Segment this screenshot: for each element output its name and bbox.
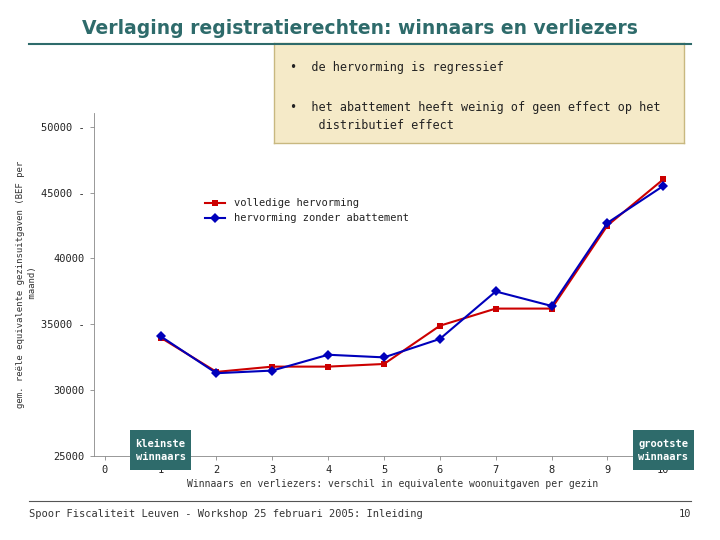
hervorming zonder abattement (268, 367, 276, 374)
Text: grootste
winnaars: grootste winnaars (638, 438, 688, 462)
Text: kleinste
winnaars: kleinste winnaars (135, 438, 186, 462)
volledige hervorming (212, 369, 221, 375)
hervorming zonder abattement (492, 288, 500, 295)
X-axis label: Winnaars en verliezers: verschil in equivalente woonuitgaven per gezin: Winnaars en verliezers: verschil in equi… (186, 479, 598, 489)
Text: Verlaging registratierechten: winnaars en verliezers: Verlaging registratierechten: winnaars e… (82, 19, 638, 38)
volledige hervorming (156, 334, 165, 341)
hervorming zonder abattement (156, 333, 165, 340)
volledige hervorming (603, 222, 612, 229)
hervorming zonder abattement (436, 336, 444, 342)
Text: Spoor Fiscaliteit Leuven - Workshop 25 februari 2005: Inleiding: Spoor Fiscaliteit Leuven - Workshop 25 f… (29, 509, 423, 519)
Text: •  het abattement heeft weinig of geen effect op het
    distributief effect: • het abattement heeft weinig of geen ef… (290, 101, 660, 132)
hervorming zonder abattement (603, 220, 612, 226)
volledige hervorming (379, 361, 388, 367)
hervorming zonder abattement (212, 370, 221, 376)
volledige hervorming (492, 305, 500, 312)
Line: hervorming zonder abattement: hervorming zonder abattement (157, 183, 667, 377)
Y-axis label: gem. reële equivalente gezinsuitgaven (BEF per
 maand): gem. reële equivalente gezinsuitgaven (B… (16, 161, 37, 408)
volledige hervorming (324, 363, 333, 370)
volledige hervorming (436, 322, 444, 329)
Text: 10: 10 (679, 509, 691, 519)
Line: volledige hervorming: volledige hervorming (157, 176, 667, 375)
volledige hervorming (268, 363, 276, 370)
Text: •  de hervorming is regressief: • de hervorming is regressief (290, 61, 504, 74)
volledige hervorming (659, 176, 667, 183)
hervorming zonder abattement (659, 183, 667, 189)
hervorming zonder abattement (547, 303, 556, 309)
volledige hervorming (547, 305, 556, 312)
hervorming zonder abattement (324, 352, 333, 358)
Legend: volledige hervorming, hervorming zonder abattement: volledige hervorming, hervorming zonder … (200, 194, 413, 227)
hervorming zonder abattement (379, 354, 388, 361)
